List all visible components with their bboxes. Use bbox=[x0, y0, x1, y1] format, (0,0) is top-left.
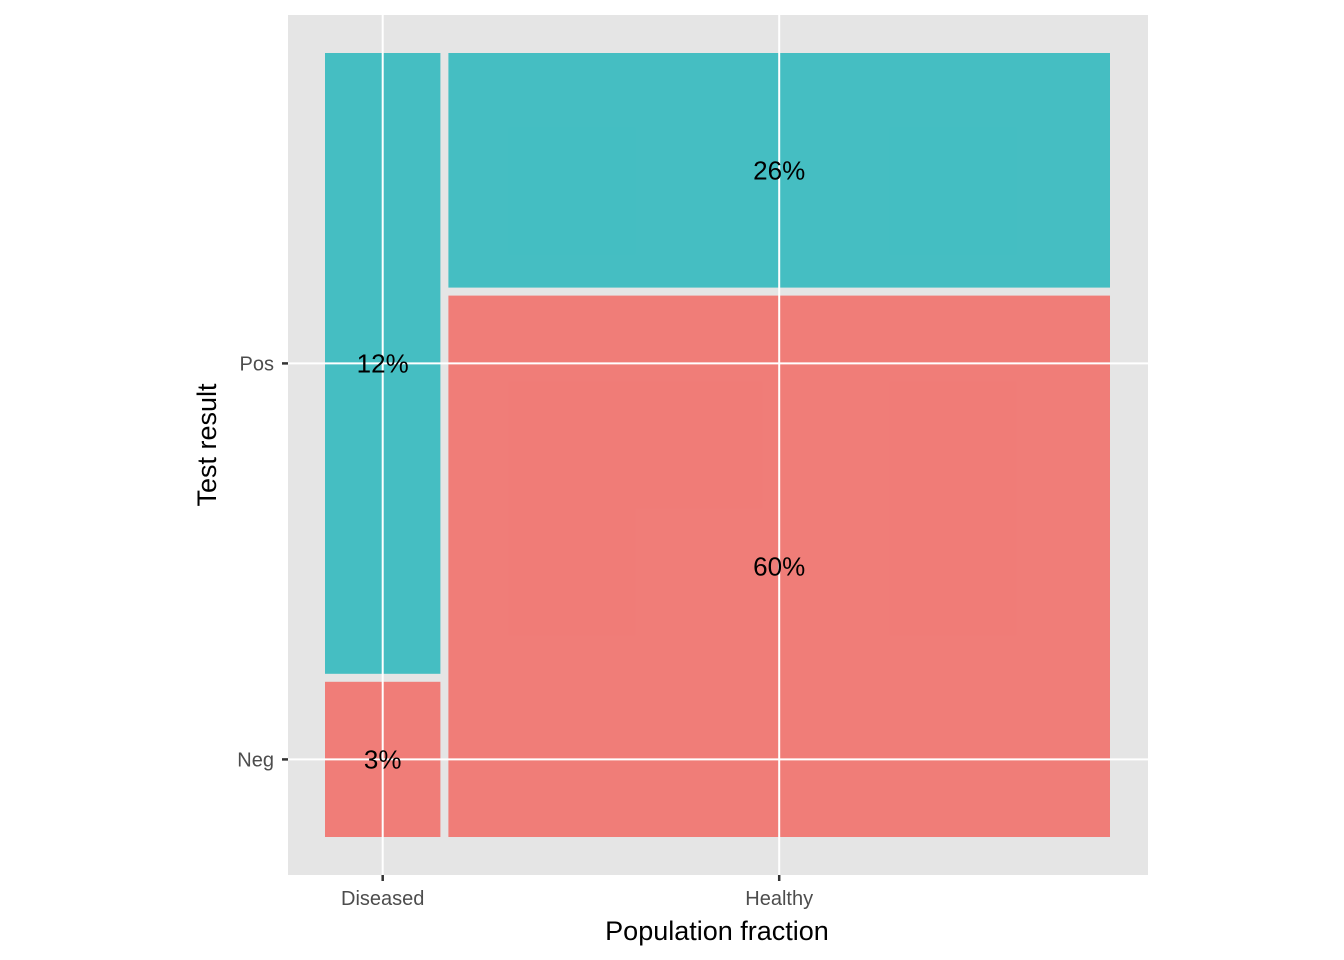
x-tick-label-healthy: Healthy bbox=[745, 888, 813, 910]
gridlines bbox=[288, 15, 1148, 875]
y-tick-label-neg: Neg bbox=[237, 749, 274, 771]
cell-labels: 3% 12% 60% 26% bbox=[357, 155, 806, 774]
y-axis-title: Test result bbox=[192, 383, 222, 507]
axes: Diseased Healthy Neg Pos bbox=[237, 353, 813, 910]
cell-label-diseased-neg: 3% bbox=[364, 744, 402, 774]
y-tick-label-pos: Pos bbox=[240, 353, 274, 375]
cell-label-healthy-pos: 26% bbox=[753, 155, 805, 185]
x-tick-label-diseased: Diseased bbox=[341, 888, 424, 910]
cell-label-healthy-neg: 60% bbox=[753, 551, 805, 581]
cell-label-diseased-pos: 12% bbox=[357, 348, 409, 378]
x-axis-title: Population fraction bbox=[605, 916, 829, 946]
